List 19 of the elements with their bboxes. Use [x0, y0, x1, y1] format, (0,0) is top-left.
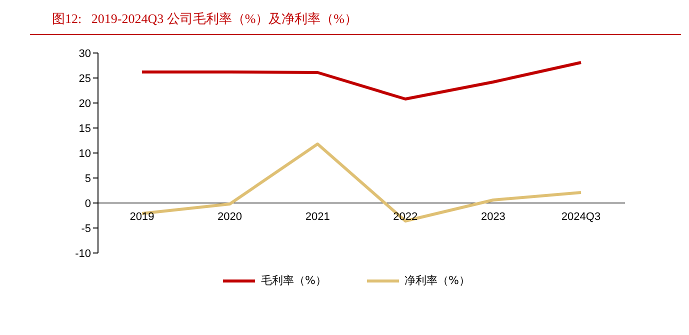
x-tick-label: 2020 — [218, 211, 242, 223]
legend-label: 毛利率（%） — [260, 273, 326, 288]
x-tick-label: 2021 — [305, 211, 330, 223]
y-tick-label: 0 — [84, 198, 91, 210]
x-tick-label: 2023 — [480, 211, 506, 223]
y-tick-label: 20 — [78, 98, 91, 110]
x-tick-label: 2019 — [130, 211, 154, 223]
y-tick-label: -10 — [75, 248, 91, 260]
y-tick-label: 5 — [84, 172, 91, 185]
line-series — [140, 61, 582, 100]
x-tick-label: 2022 — [393, 211, 418, 223]
x-tick-label: 2024Q3 — [561, 211, 601, 223]
chart-title: 图12: 2019-2024Q3 公司毛利率（%）及净利率（%） — [30, 8, 681, 35]
y-tick-label: 15 — [78, 122, 91, 135]
y-tick-label: -5 — [81, 222, 91, 235]
y-tick-label: 10 — [78, 148, 91, 160]
y-tick-label: 30 — [78, 48, 91, 60]
legend-label: 净利率（%） — [404, 273, 470, 288]
y-tick-label: 25 — [78, 72, 91, 85]
